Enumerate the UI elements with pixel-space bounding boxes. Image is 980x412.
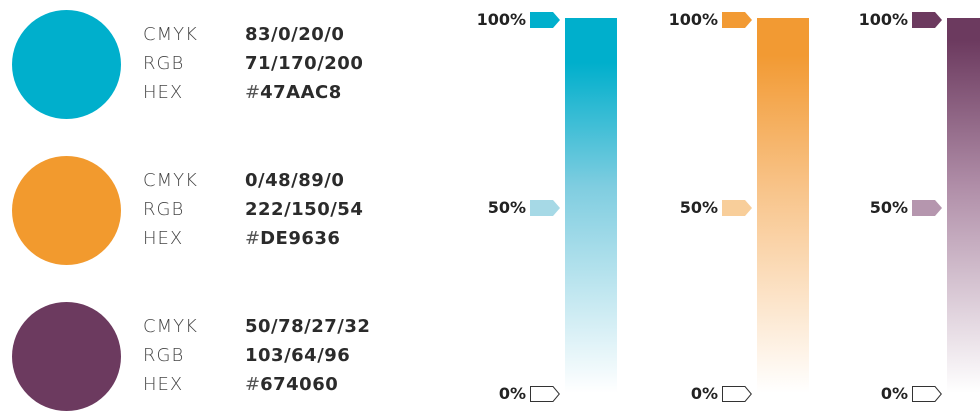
swatch-orange: CMYK 0/48/89/0 RGB 222/150/54 HEX # DE963… xyxy=(0,156,460,266)
tint-gradient-bar xyxy=(565,18,617,393)
hex-prefix: # xyxy=(245,82,261,103)
swatch-purple: CMYK 50/78/27/32 RGB 103/64/96 HEX #6740… xyxy=(0,302,460,412)
rgb-label: RGB xyxy=(143,53,185,74)
rgb-value: 222/150/54 xyxy=(245,199,364,220)
tint-gradient-bar xyxy=(757,18,809,393)
cmyk-value: 50/78/27/32 xyxy=(245,316,371,337)
marker-100-label: 100% xyxy=(476,10,526,29)
hex-value: DE9636 xyxy=(260,228,341,249)
color-specs-purple: CMYK 50/78/27/32 RGB 103/64/96 HEX #6740… xyxy=(143,312,370,399)
hex-row: HEX # DE9636 xyxy=(143,224,363,253)
tint-0-tag-icon xyxy=(912,385,942,402)
marker-0-label: 0% xyxy=(690,384,718,403)
cmyk-label: CMYK xyxy=(143,316,198,337)
tint-scale-purple: 100% 50% 0% xyxy=(850,0,980,407)
marker-0: 0% xyxy=(470,384,560,403)
tint-50-tag-icon xyxy=(530,199,560,216)
cmyk-row: CMYK 0/48/89/0 xyxy=(143,166,363,195)
marker-0: 0% xyxy=(662,384,752,403)
cmyk-value: 0/48/89/0 xyxy=(245,170,345,191)
hex-value: 47AAC8 xyxy=(260,82,342,103)
tint-50-tag-icon xyxy=(912,199,942,216)
hex-value: 674060 xyxy=(260,374,339,395)
tint-scale-orange: 100% 50% 0% xyxy=(662,0,812,407)
rgb-value: 103/64/96 xyxy=(245,345,351,366)
color-circle-orange xyxy=(12,156,121,265)
tint-gradient-bar xyxy=(947,18,980,393)
tint-scale-blue: 100% 50% 0% xyxy=(470,0,620,407)
hex-prefix: # xyxy=(245,374,261,395)
marker-0-label: 0% xyxy=(498,384,526,403)
hex-row: HEX #47AAC8 xyxy=(143,78,363,107)
cmyk-row: CMYK 83/0/20/0 xyxy=(143,20,363,49)
color-circle-blue xyxy=(12,10,121,119)
marker-50-label: 50% xyxy=(869,198,908,217)
marker-100: 100% xyxy=(850,10,942,29)
hex-label: HEX xyxy=(143,374,184,395)
rgb-row: RGB 103/64/96 xyxy=(143,341,370,370)
marker-0: 0% xyxy=(850,384,942,403)
cmyk-value: 83/0/20/0 xyxy=(245,24,345,45)
marker-100-label: 100% xyxy=(858,10,908,29)
marker-50-label: 50% xyxy=(487,198,526,217)
marker-100: 100% xyxy=(662,10,752,29)
marker-100: 100% xyxy=(470,10,560,29)
swatch-blue: CMYK 83/0/20/0 RGB 71/170/200 HEX #47AAC… xyxy=(0,10,460,120)
marker-100-label: 100% xyxy=(668,10,718,29)
cmyk-label: CMYK xyxy=(143,170,198,191)
marker-50: 50% xyxy=(470,198,560,217)
hex-label: HEX xyxy=(143,228,184,249)
rgb-label: RGB xyxy=(143,345,185,366)
color-specs-blue: CMYK 83/0/20/0 RGB 71/170/200 HEX #47AAC… xyxy=(143,20,363,107)
color-specs-orange: CMYK 0/48/89/0 RGB 222/150/54 HEX # DE963… xyxy=(143,166,363,253)
cmyk-label: CMYK xyxy=(143,24,198,45)
tint-0-tag-icon xyxy=(722,385,752,402)
hex-prefix: # xyxy=(245,228,261,249)
rgb-row: RGB 71/170/200 xyxy=(143,49,363,78)
marker-50-label: 50% xyxy=(679,198,718,217)
color-circle-purple xyxy=(12,302,121,411)
tint-0-tag-icon xyxy=(530,385,560,402)
cmyk-row: CMYK 50/78/27/32 xyxy=(143,312,370,341)
hex-label: HEX xyxy=(143,82,184,103)
hex-row: HEX #674060 xyxy=(143,370,370,399)
rgb-value: 71/170/200 xyxy=(245,53,364,74)
tint-50-tag-icon xyxy=(722,199,752,216)
marker-0-label: 0% xyxy=(880,384,908,403)
rgb-label: RGB xyxy=(143,199,185,220)
tint-100-tag-icon xyxy=(912,11,942,28)
tint-100-tag-icon xyxy=(722,11,752,28)
rgb-row: RGB 222/150/54 xyxy=(143,195,363,224)
marker-50: 50% xyxy=(850,198,942,217)
marker-50: 50% xyxy=(662,198,752,217)
tint-100-tag-icon xyxy=(530,11,560,28)
